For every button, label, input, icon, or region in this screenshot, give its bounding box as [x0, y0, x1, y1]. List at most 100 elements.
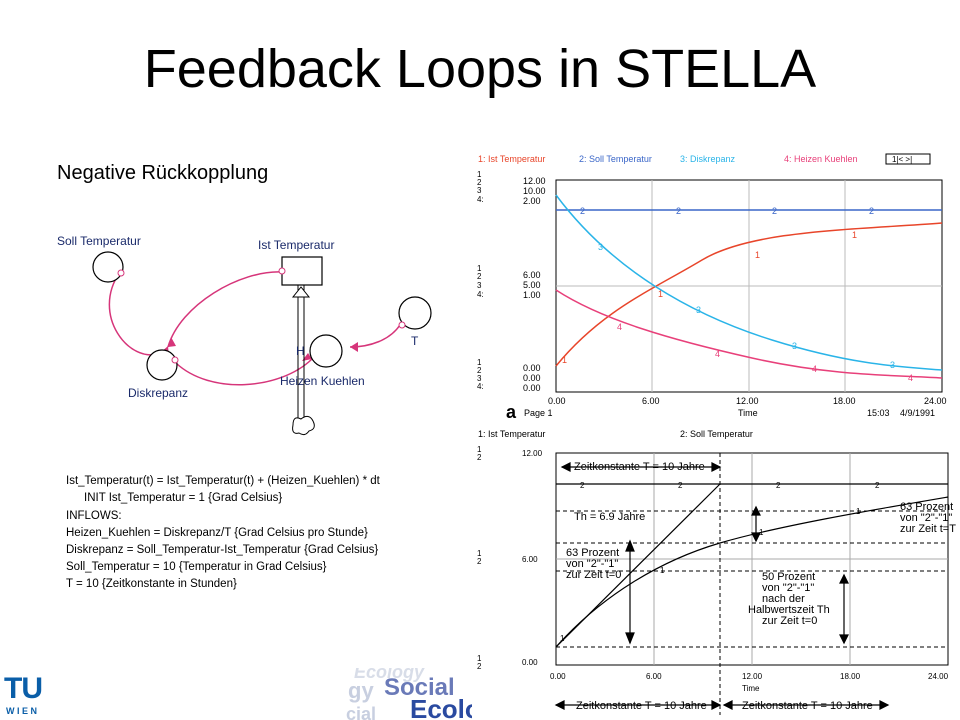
y-label: 0.00 — [523, 373, 541, 383]
x-tick: 24.00 — [928, 672, 949, 681]
svg-text:Th = 6.9 Jahre: Th = 6.9 Jahre — [574, 511, 645, 523]
curve-markers: 1 1 1 1 2 2 2 2 — [560, 481, 880, 643]
equation-line: Soll_Temperatur = 10 {Temperatur in Grad… — [66, 561, 327, 573]
svg-text:4: 4 — [908, 373, 913, 383]
equation-line: INFLOWS: — [66, 510, 122, 522]
t-label: T — [411, 334, 419, 348]
arrowhead — [168, 337, 176, 347]
svg-text:4: 4 — [812, 364, 817, 374]
x-tick: 18.00 — [833, 396, 856, 406]
tu-wien-logo: TU W I E N — [4, 672, 43, 716]
time-label: Time — [738, 408, 758, 418]
time-stamp: 15:03 — [867, 408, 890, 418]
svg-text:2: 2 — [477, 453, 482, 462]
legend-diskrepanz: 3: Diskrepanz — [680, 154, 736, 164]
svg-text:2: 2 — [477, 178, 482, 187]
svg-text:3: 3 — [890, 360, 895, 370]
x-axis-label: Time — [742, 684, 760, 693]
svg-text:1: 1 — [477, 170, 482, 179]
connector-dot — [117, 269, 125, 277]
connector-diskrepanz-heizen — [175, 358, 313, 386]
svg-text:von "2"-"1": von "2"-"1" — [900, 512, 952, 524]
social-ecology-logo: Ecology gy cial Social Ecolo — [346, 668, 472, 720]
svg-text:63 Prozent: 63 Prozent — [900, 501, 953, 513]
series-diskrepanz — [555, 194, 943, 371]
svg-text:2: 2 — [776, 481, 781, 490]
x-tick: 18.00 — [840, 672, 861, 681]
slide-subtitle: Negative Rückkopplung — [57, 162, 269, 184]
svg-text:2: 2 — [869, 206, 874, 216]
flow-arrow — [291, 286, 311, 298]
y-label: 5.00 — [523, 280, 541, 290]
page-label: Page 1 — [524, 408, 553, 418]
y-label: 1.00 — [523, 290, 541, 300]
annotation-text: Zeitkonstante T = 10 Jahre Th = 6.9 Jahr… — [566, 461, 956, 712]
series-ist-temperatur — [555, 496, 949, 648]
equation-line: INIT Ist_Temperatur = 1 {Grad Celsius} — [84, 492, 283, 504]
svg-text:2: 2 — [676, 206, 681, 216]
page-nav-control[interactable] — [885, 153, 931, 165]
svg-text:1: 1 — [562, 355, 567, 365]
svg-text:3: 3 — [598, 242, 603, 252]
t-converter[interactable] — [398, 296, 432, 330]
heizen-kuehlen-converter[interactable] — [309, 334, 343, 368]
diskrepanz-converter[interactable] — [146, 349, 178, 381]
x-tick: 6.00 — [642, 396, 660, 406]
y-label: 0.00 — [522, 658, 538, 667]
soll-temperatur-converter[interactable] — [92, 251, 124, 283]
x-tick: 0.00 — [548, 396, 566, 406]
svg-text:2: 2 — [580, 206, 585, 216]
svg-text:2: 2 — [580, 481, 585, 490]
svg-text:1: 1 — [759, 528, 764, 537]
svg-text:1: 1 — [658, 289, 663, 299]
svg-text:von "2"-"1": von "2"-"1" — [566, 558, 618, 570]
svg-text:4:: 4: — [477, 290, 484, 299]
grid-lines — [556, 453, 948, 665]
svg-text:Zeitkonstante T = 10 Jahre: Zeitkonstante T = 10 Jahre — [742, 700, 873, 712]
slide-title: Feedback Loops in STELLA — [143, 39, 817, 99]
svg-text:2: 2 — [678, 481, 683, 490]
svg-text:3: 3 — [477, 374, 482, 383]
x-tick: 12.00 — [736, 396, 759, 406]
svg-text:1: 1 — [477, 358, 482, 367]
ist-temperatur-stock[interactable] — [281, 256, 323, 286]
series-ist-temperatur — [555, 222, 943, 367]
connector-dot — [278, 267, 286, 275]
svg-text:3: 3 — [696, 305, 701, 315]
legend-ist: 1: Ist Temperatur — [478, 429, 545, 439]
svg-text:1: 1 — [477, 549, 482, 558]
legend-soll: 2: Soll Temperatur — [680, 429, 753, 439]
svg-text:Zeitkonstante T = 10 Jahre: Zeitkonstante T = 10 Jahre — [574, 461, 705, 473]
diskrepanz-label: Diskrepanz — [128, 386, 188, 400]
svg-text:zur Zeit t=0: zur Zeit t=0 — [566, 569, 621, 581]
y-label: 12.00 — [522, 449, 543, 458]
svg-text:1: 1 — [560, 634, 565, 643]
y-label: 12.00 — [523, 176, 546, 186]
y-label: 10.00 — [523, 186, 546, 196]
svg-text:2: 2 — [875, 481, 880, 490]
svg-text:Zeitkonstante T = 10 Jahre: Zeitkonstante T = 10 Jahre — [576, 700, 707, 712]
svg-text:4:: 4: — [477, 195, 484, 204]
svg-text:1: 1 — [477, 654, 482, 663]
svg-text:2: 2 — [477, 366, 482, 375]
heizen-kuehlen-label: Heizen Kuehlen — [280, 374, 365, 388]
x-tick: 24.00 — [924, 396, 947, 406]
svg-text:50 Prozent: 50 Prozent — [762, 571, 815, 583]
svg-text:1: 1 — [660, 566, 665, 575]
y-label: 2.00 — [523, 196, 541, 206]
svg-text:nach der: nach der — [762, 593, 805, 605]
bottom-annotated-graph: 1: Ist Temperatur 2: Soll Temperatur 12 … — [472, 425, 960, 720]
equation-line: Diskrepanz = Soll_Temperatur-Ist_Tempera… — [66, 544, 379, 556]
stella-model-diagram: Soll Temperatur Ist Temperatur Diskrepan… — [57, 234, 432, 436]
svg-text:1: 1 — [477, 445, 482, 454]
x-tick: 12.00 — [742, 672, 763, 681]
svg-text:3: 3 — [477, 186, 482, 195]
connector-soll-diskrepanz — [108, 271, 161, 356]
tangent-line — [555, 483, 721, 648]
svg-text:zur Zeit t=T: zur Zeit t=T — [900, 523, 956, 535]
y-label: 6.00 — [523, 270, 541, 280]
svg-text:3: 3 — [477, 281, 482, 290]
page-icon: a — [506, 402, 517, 422]
date-stamp: 4/9/1991 — [900, 408, 935, 418]
